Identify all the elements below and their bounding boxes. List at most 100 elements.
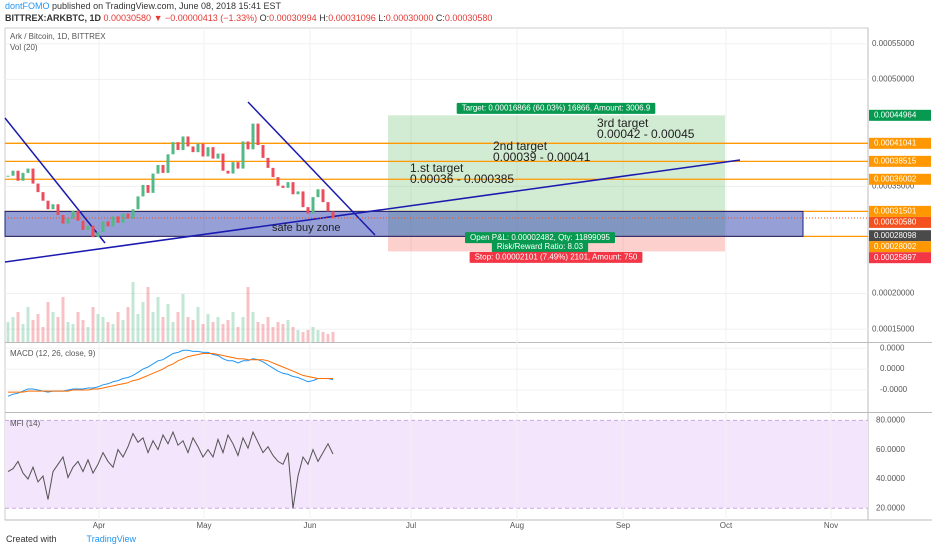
candle: [196, 143, 200, 153]
candle: [36, 183, 40, 193]
candle: [11, 170, 15, 176]
pnl-label-bg: [465, 232, 615, 244]
volume-bar: [26, 307, 30, 342]
candle: [106, 221, 110, 227]
candle: [286, 182, 290, 188]
candle: [131, 209, 135, 219]
y-tick-label: 0.00035000: [872, 182, 915, 191]
candle: [211, 147, 215, 159]
candle: [71, 210, 75, 219]
target-label: Target: 0.00016866 (60.03%) 16866, Amoun…: [462, 103, 651, 112]
x-tick-label: Aug: [510, 521, 524, 530]
mfi-band: [5, 420, 868, 509]
volume-bar: [176, 312, 180, 342]
pane-title: Ark / Bitcoin, 1D, BITTREX: [10, 32, 106, 41]
ohlc-value: 0.00030580: [444, 13, 493, 23]
trend-line: [4, 117, 106, 244]
ohlc-key: C:: [435, 13, 445, 23]
candle: [31, 168, 35, 184]
candle: [271, 167, 275, 178]
footer: Created with TradingView: [6, 534, 136, 544]
candle: [156, 165, 160, 174]
price-tag: [869, 216, 931, 228]
annotation: 0.00042 - 0.00045: [597, 127, 695, 141]
volume-bar: [121, 320, 125, 342]
price-tag-label: 0.00030580: [874, 218, 917, 227]
volume-bar: [141, 302, 145, 342]
volume-bar: [316, 330, 320, 342]
candle: [6, 175, 10, 177]
candle: [41, 192, 45, 201]
annotation: 0.00039 - 0.00041: [493, 150, 591, 164]
volume-bar: [266, 317, 270, 342]
candle: [191, 146, 195, 153]
volume-bar: [66, 322, 70, 342]
candle: [146, 185, 150, 193]
volume-bar: [56, 317, 60, 342]
candle: [151, 173, 155, 193]
candle: [16, 170, 20, 181]
volume-bar: [331, 332, 335, 342]
price-tag-label: 0.00041041: [874, 138, 917, 147]
volume-bar: [126, 307, 130, 342]
volume-bar: [61, 297, 65, 342]
y-tick-label: 0.00020000: [872, 289, 915, 298]
chart: Apr May Jun Jul Aug Sep Oct Nov 0.00055000 0.0005…: [4, 27, 932, 530]
candle: [241, 141, 245, 169]
safe-zone: [4, 210, 804, 237]
target-label-bg: [456, 102, 656, 114]
y-tick-label: 0.00050000: [872, 74, 915, 83]
candle: [66, 218, 70, 224]
x-tick-label: Jul: [406, 521, 416, 530]
candle: [111, 216, 115, 227]
price-tag-label: 0.00038515: [874, 156, 917, 165]
x-tick-label: Sep: [616, 521, 631, 530]
candle: [246, 141, 250, 150]
volume-bar: [261, 324, 265, 342]
volume-bar: [171, 322, 175, 342]
volume-bar: [326, 334, 330, 342]
ohlc-key: L:: [378, 13, 386, 23]
y-tick-label: 40.0000: [876, 474, 905, 483]
y-tick-label: 0.0000: [880, 364, 905, 373]
candle: [81, 220, 85, 230]
candle: [311, 197, 315, 214]
created-with: Created with: [6, 534, 57, 544]
x-tick-label: Oct: [720, 521, 733, 530]
candle: [221, 153, 225, 171]
stop-label: Stop: 0.00002101 (7.49%) 2101, Amount: 7…: [475, 252, 638, 261]
volume-bar: [146, 287, 150, 342]
candle: [91, 225, 95, 238]
candle: [161, 165, 165, 173]
published: published on TradingView.com, June 08, 2…: [52, 1, 282, 11]
last-price: 0.00030580: [103, 13, 152, 23]
volume-bar: [46, 302, 50, 342]
annotation: 1.st target: [410, 161, 464, 175]
candle: [316, 189, 320, 198]
price-tag-label: 0.00028098: [874, 231, 917, 240]
candle: [61, 214, 65, 224]
y-tick-label: 20.0000: [876, 503, 905, 512]
volume-bar: [166, 304, 170, 342]
ohlc-value: 0.00030994: [269, 13, 317, 23]
annotation: 2nd target: [493, 139, 548, 153]
candle: [116, 216, 120, 223]
candle: [181, 136, 185, 151]
ohlc-key: O:: [259, 13, 270, 23]
y-tick-label: 0.00055000: [872, 39, 915, 48]
candle: [201, 143, 205, 157]
candle: [231, 162, 235, 174]
volume-bar: [151, 312, 155, 342]
volume-bar: [11, 317, 15, 342]
volume-bar: [301, 332, 305, 342]
candle: [206, 147, 210, 157]
mfi-line: [7, 430, 334, 509]
volume-bar: [71, 324, 75, 342]
candle: [56, 204, 60, 215]
annotation: 3rd target: [597, 116, 649, 130]
candle: [296, 191, 300, 195]
volume-bar: [181, 294, 185, 342]
volume-bar: [221, 324, 225, 342]
volume-bar: [256, 322, 260, 342]
trend-line: [4, 159, 741, 263]
